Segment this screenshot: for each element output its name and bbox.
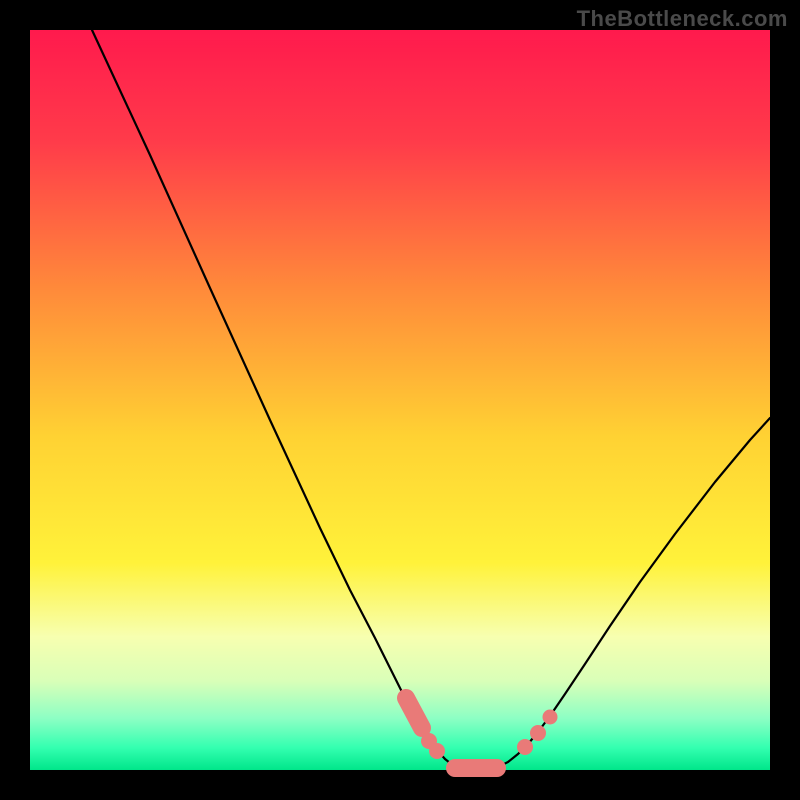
chart-container: TheBottleneck.com: [0, 0, 800, 800]
highlight-marker: [543, 710, 558, 725]
highlight-marker: [517, 739, 533, 755]
bottleneck-curve: [92, 30, 770, 769]
highlight-marker: [406, 706, 422, 722]
highlight-marker: [530, 725, 546, 741]
highlight-marker: [429, 743, 445, 759]
watermark-text: TheBottleneck.com: [577, 6, 788, 32]
curve-overlay: [0, 0, 800, 800]
